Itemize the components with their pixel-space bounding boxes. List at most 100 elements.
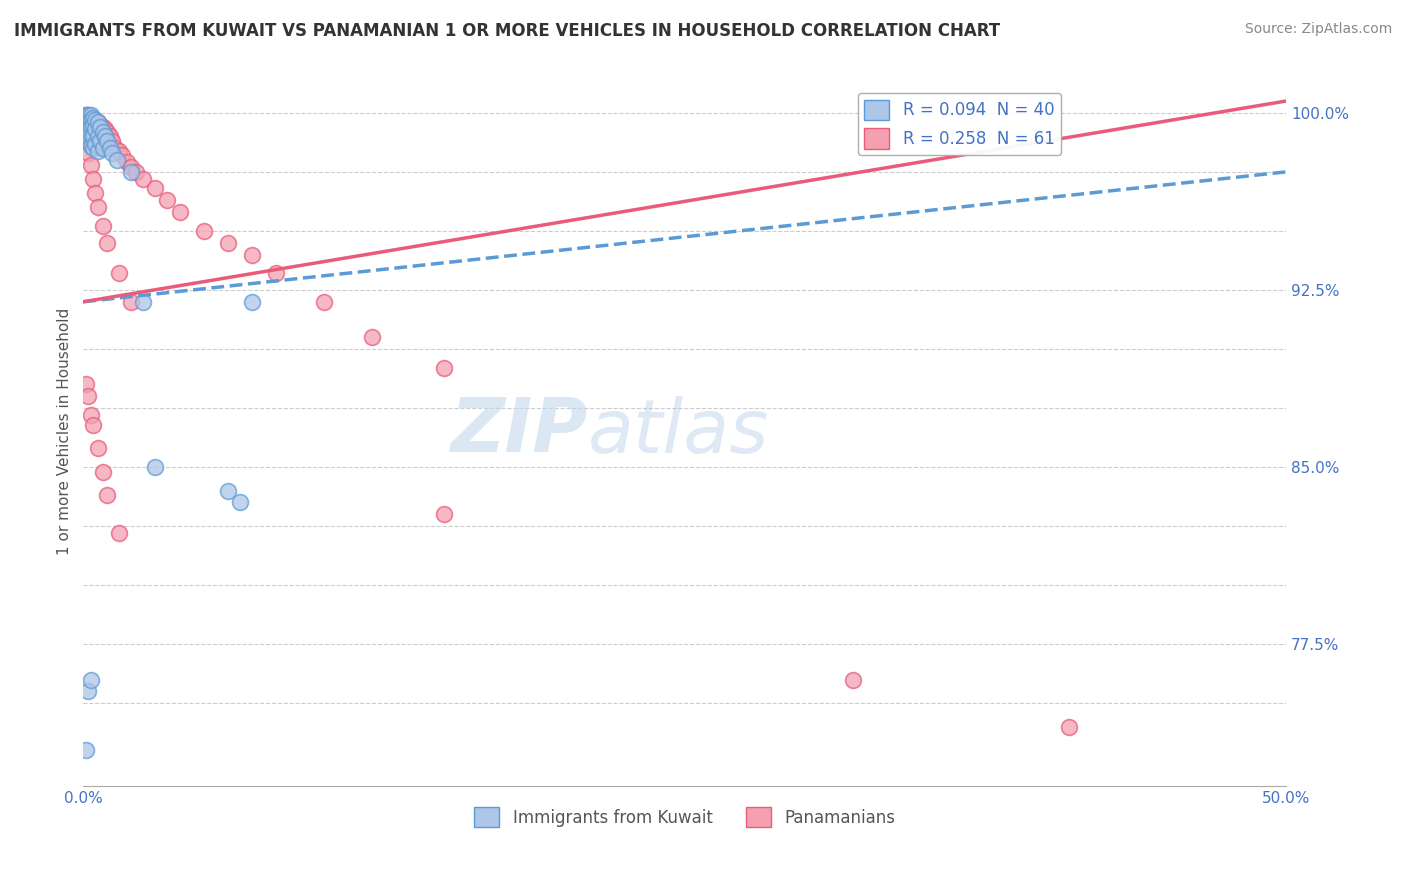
Point xyxy=(96,136,118,151)
Point xyxy=(87,144,110,158)
Point xyxy=(79,120,101,134)
Point xyxy=(79,129,101,144)
Point xyxy=(75,111,97,125)
Point xyxy=(79,120,101,134)
Point xyxy=(89,118,111,132)
Point xyxy=(77,112,100,127)
Point xyxy=(120,165,142,179)
Point xyxy=(145,181,167,195)
Point xyxy=(1059,720,1081,734)
Y-axis label: 1 or more Vehicles in Household: 1 or more Vehicles in Household xyxy=(58,308,72,555)
Point xyxy=(120,160,142,174)
Point xyxy=(79,112,101,127)
Point xyxy=(79,108,101,122)
Point xyxy=(75,108,97,122)
Point xyxy=(84,112,107,127)
Point xyxy=(89,120,111,134)
Point xyxy=(82,141,104,155)
Point xyxy=(79,132,101,146)
Point xyxy=(75,108,97,122)
Point xyxy=(91,465,114,479)
Point xyxy=(77,125,100,139)
Point xyxy=(94,129,117,144)
Point xyxy=(111,148,134,162)
Point xyxy=(87,129,110,144)
Point xyxy=(89,136,111,151)
Point xyxy=(84,112,107,127)
Point xyxy=(91,219,114,234)
Point xyxy=(217,483,239,498)
Point xyxy=(79,408,101,422)
Point xyxy=(125,165,148,179)
Point xyxy=(145,460,167,475)
Point xyxy=(75,118,97,132)
Text: IMMIGRANTS FROM KUWAIT VS PANAMANIAN 1 OR MORE VEHICLES IN HOUSEHOLD CORRELATION: IMMIGRANTS FROM KUWAIT VS PANAMANIAN 1 O… xyxy=(14,22,1000,40)
Text: ZIP: ZIP xyxy=(451,395,589,468)
Point xyxy=(87,441,110,455)
Point xyxy=(77,129,100,144)
Point xyxy=(103,141,125,155)
Point xyxy=(169,205,191,219)
Point xyxy=(98,141,121,155)
Point xyxy=(193,224,215,238)
Point xyxy=(89,134,111,148)
Point xyxy=(82,118,104,132)
Point xyxy=(108,144,131,158)
Point xyxy=(82,111,104,125)
Point xyxy=(75,134,97,148)
Point xyxy=(75,112,97,127)
Point xyxy=(120,294,142,309)
Point xyxy=(228,495,250,509)
Point xyxy=(77,108,100,122)
Point xyxy=(101,146,124,161)
Point xyxy=(108,267,131,281)
Point xyxy=(82,122,104,136)
Point xyxy=(84,125,107,139)
Point xyxy=(77,122,100,136)
Point xyxy=(96,488,118,502)
Point xyxy=(82,112,104,127)
Point xyxy=(77,146,100,161)
Text: Source: ZipAtlas.com: Source: ZipAtlas.com xyxy=(1244,22,1392,37)
Point xyxy=(84,136,107,151)
Point xyxy=(87,115,110,129)
Point xyxy=(312,294,335,309)
Point xyxy=(79,158,101,172)
Point xyxy=(101,134,124,148)
Point xyxy=(82,417,104,432)
Point xyxy=(75,377,97,392)
Text: atlas: atlas xyxy=(589,396,770,467)
Point xyxy=(87,115,110,129)
Point xyxy=(240,247,263,261)
Point xyxy=(77,115,100,129)
Legend: Immigrants from Kuwait, Panamanians: Immigrants from Kuwait, Panamanians xyxy=(468,800,901,834)
Point xyxy=(842,673,865,687)
Point xyxy=(132,294,155,309)
Point xyxy=(96,235,118,250)
Point xyxy=(91,141,114,155)
Point xyxy=(217,235,239,250)
Point xyxy=(91,120,114,134)
Point xyxy=(94,122,117,136)
Point xyxy=(105,153,128,167)
Point xyxy=(82,172,104,186)
Point xyxy=(91,141,114,155)
Point xyxy=(77,389,100,403)
Point xyxy=(433,360,456,375)
Point xyxy=(79,673,101,687)
Point xyxy=(87,129,110,144)
Point xyxy=(84,186,107,201)
Point xyxy=(115,155,138,169)
Point xyxy=(96,134,118,148)
Point xyxy=(79,139,101,153)
Point xyxy=(87,200,110,214)
Point xyxy=(82,129,104,144)
Point xyxy=(77,684,100,698)
Point xyxy=(156,193,179,207)
Point xyxy=(77,108,100,122)
Point xyxy=(240,294,263,309)
Point xyxy=(132,172,155,186)
Point xyxy=(264,267,287,281)
Point xyxy=(108,526,131,541)
Point xyxy=(96,125,118,139)
